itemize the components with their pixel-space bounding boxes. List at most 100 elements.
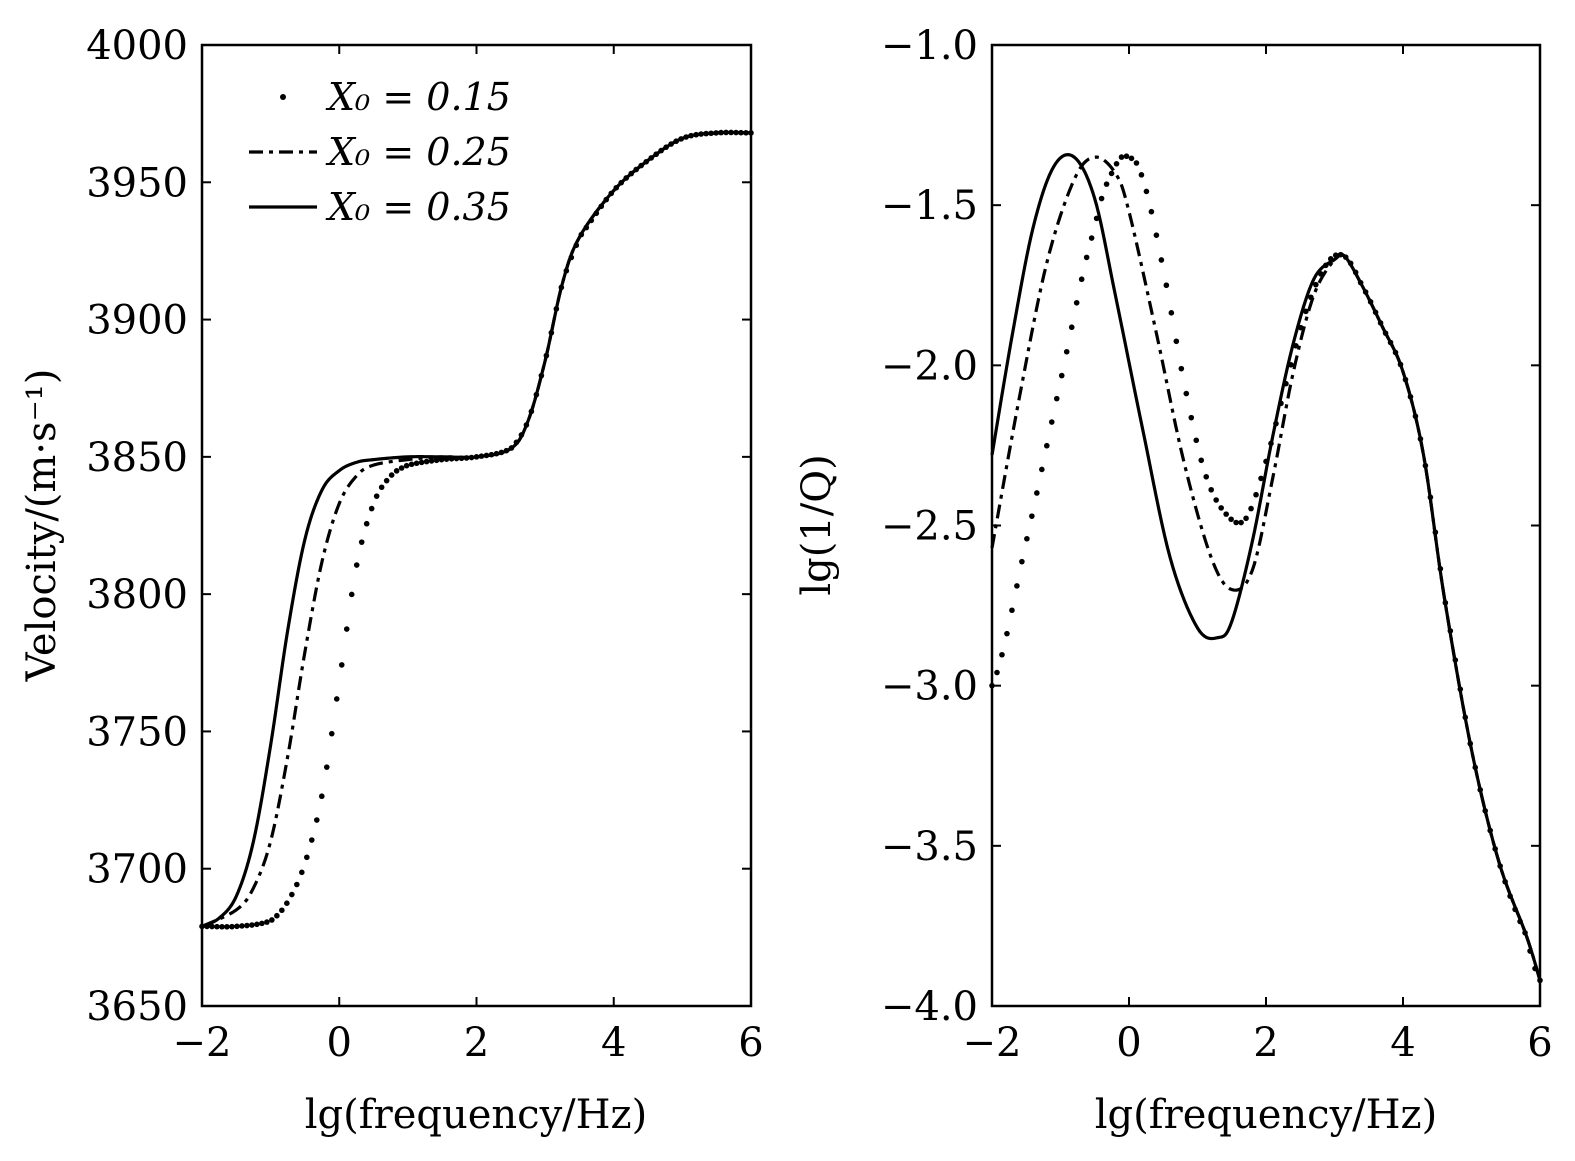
data-point — [1053, 395, 1060, 402]
x-tick-label: 0 — [1116, 1020, 1141, 1066]
y-tick-label: 3750 — [86, 709, 188, 755]
data-point — [313, 817, 320, 823]
data-point — [304, 854, 310, 861]
data-point — [274, 912, 280, 919]
attenuation-x-axis-label: lg(frequency/Hz) — [1095, 1092, 1437, 1138]
data-point — [398, 465, 405, 471]
data-point — [333, 696, 340, 702]
y-tick-label: −2.5 — [881, 504, 978, 550]
attenuation-chart: −2 0 2 4 6 −4.0 −3.5 −3.0 −2.5 −2.0 −1.5 −1.0 lg(f… — [794, 23, 1553, 1138]
data-point — [1208, 486, 1214, 493]
data-point — [378, 484, 385, 491]
data-point — [249, 922, 255, 928]
data-point — [343, 626, 350, 632]
data-point — [418, 459, 425, 466]
data-point — [1238, 519, 1244, 526]
series-dotted-markers — [199, 129, 754, 930]
y-tick-label: −2.0 — [881, 343, 978, 389]
data-point — [1073, 299, 1080, 306]
y-tick-label: 3850 — [86, 435, 188, 481]
data-point — [289, 891, 295, 898]
attenuation-plot-frame — [990, 43, 1542, 1008]
x-tick-label: 0 — [327, 1020, 352, 1066]
data-point — [264, 919, 270, 925]
velocity-chart: −2 0 2 4 6 36503700375038003850390039504000 … — [19, 23, 764, 1138]
data-point — [1153, 232, 1160, 238]
data-point — [1004, 630, 1010, 637]
data-point — [1138, 172, 1145, 178]
legend-marker-dotted — [280, 94, 286, 100]
y-tick-label: 3800 — [86, 572, 188, 618]
series-dotted-markers — [989, 153, 1543, 984]
data-point — [309, 837, 315, 843]
data-point — [1108, 170, 1115, 177]
y-tick-label: −1.0 — [881, 23, 978, 69]
series-line-solid — [990, 153, 1542, 981]
data-point — [1098, 195, 1105, 202]
attenuation-series — [989, 153, 1543, 984]
data-point — [383, 477, 390, 484]
x-tick-label: 2 — [1253, 1020, 1278, 1066]
data-point — [1123, 153, 1130, 160]
data-point — [348, 591, 355, 598]
data-point — [428, 458, 435, 464]
data-point — [323, 764, 330, 770]
series-line-dashdot — [201, 130, 752, 928]
y-tick-label: 4000 — [86, 23, 188, 69]
velocity-series — [199, 129, 754, 930]
data-point — [1019, 558, 1025, 565]
x-tick-label: −2 — [963, 1020, 1022, 1066]
data-point — [1009, 607, 1015, 614]
data-point — [239, 923, 245, 929]
x-tick-label: −2 — [173, 1020, 232, 1066]
x-tick-label: 6 — [738, 1020, 763, 1066]
data-point — [1143, 188, 1150, 195]
y-tick-label: 3700 — [86, 847, 188, 893]
y-tick-label: 3900 — [86, 298, 188, 344]
data-point — [388, 472, 395, 478]
data-point — [1118, 154, 1125, 160]
data-point — [1193, 437, 1200, 444]
y-tick-label: −3.0 — [881, 664, 978, 710]
attenuation-y-ticks: −4.0 −3.5 −3.0 −2.5 −2.0 −1.5 −1.0 — [881, 23, 1540, 1030]
data-point — [1158, 257, 1165, 263]
data-point — [1248, 505, 1254, 512]
legend-label: X₀ = 0.25 — [325, 130, 511, 174]
legend-label: X₀ = 0.35 — [325, 185, 511, 229]
data-point — [1173, 338, 1180, 345]
data-point — [229, 923, 235, 930]
y-tick-label: 3950 — [86, 160, 188, 206]
velocity-y-ticks: 3650 3700 3750 3800 3850 3900 3950 4000 — [86, 23, 751, 1030]
data-point — [1203, 473, 1210, 480]
data-point — [353, 562, 360, 568]
data-point — [1014, 583, 1020, 589]
data-point — [328, 730, 335, 737]
data-point — [214, 923, 220, 930]
data-point — [1078, 276, 1085, 283]
data-point — [1253, 491, 1259, 498]
data-point — [284, 900, 290, 906]
y-tick-label: −4.0 — [881, 984, 978, 1030]
data-point — [1148, 208, 1155, 215]
data-point — [209, 923, 215, 930]
data-point — [1178, 365, 1185, 372]
legend-label: X₀ = 0.15 — [325, 75, 511, 119]
data-point — [254, 921, 260, 928]
y-tick-label: −3.5 — [881, 824, 978, 870]
attenuation-y-axis-label: lg(1/Q) — [794, 454, 840, 595]
data-point — [1233, 519, 1239, 526]
data-point — [1213, 497, 1219, 503]
data-point — [1034, 490, 1040, 496]
data-point — [1168, 310, 1175, 316]
data-point — [393, 468, 400, 474]
data-point — [1048, 419, 1055, 425]
data-point — [294, 881, 300, 888]
data-point — [338, 662, 345, 668]
data-point — [1063, 348, 1070, 355]
data-point — [1133, 160, 1140, 166]
data-point — [363, 520, 370, 527]
data-point — [259, 920, 265, 927]
data-point — [269, 917, 275, 923]
data-point — [994, 669, 1000, 676]
